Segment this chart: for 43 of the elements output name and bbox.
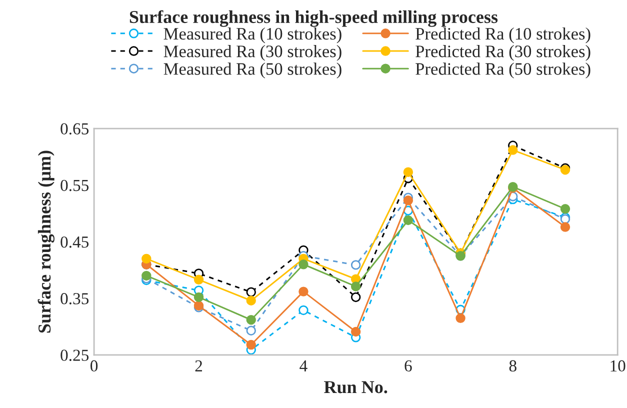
point bbox=[142, 254, 152, 264]
y-tick-label: 0.25 bbox=[60, 350, 89, 361]
point bbox=[246, 326, 256, 336]
point bbox=[508, 145, 518, 155]
point bbox=[246, 315, 256, 325]
point bbox=[298, 305, 308, 316]
legend-label: Measured Ra (10 strokes) bbox=[164, 27, 342, 44]
point bbox=[456, 313, 466, 324]
legend-label: Measured Ra (50 strokes) bbox=[164, 62, 342, 78]
chart-title: Surface roughness in high-speed milling process bbox=[130, 10, 498, 27]
y-tick-label: 0.35 bbox=[60, 293, 89, 304]
y-tick-label: 0.65 bbox=[60, 123, 89, 135]
point bbox=[194, 274, 204, 285]
legend-label: Measured Ra (30 strokes) bbox=[164, 45, 342, 61]
point bbox=[194, 292, 204, 302]
point bbox=[350, 260, 361, 270]
point bbox=[298, 260, 308, 270]
point bbox=[246, 296, 256, 306]
y-tick-label: 0.45 bbox=[60, 236, 89, 248]
point bbox=[246, 287, 256, 297]
point bbox=[350, 326, 361, 337]
x-tick-label: 4 bbox=[300, 360, 308, 372]
y-tick-label: 0.55 bbox=[60, 180, 89, 192]
x-tick-label: 10 bbox=[610, 360, 626, 372]
point bbox=[142, 270, 152, 281]
y-axis-title: Surface roughness (µm) bbox=[38, 150, 54, 333]
point bbox=[403, 196, 414, 206]
x-tick-label: 6 bbox=[404, 360, 412, 372]
point bbox=[403, 215, 414, 226]
point bbox=[560, 204, 570, 214]
legend-label: Predicted Ra (30 strokes) bbox=[416, 45, 590, 61]
legend-label: Predicted Ra (50 strokes) bbox=[416, 62, 590, 78]
point bbox=[298, 286, 308, 296]
x-axis-title: Run No. bbox=[324, 381, 388, 394]
x-tick-label: 0 bbox=[90, 360, 98, 372]
legend-label: Predicted Ra (10 strokes) bbox=[416, 27, 590, 44]
point bbox=[403, 167, 414, 177]
point bbox=[350, 282, 361, 292]
x-tick-label: 2 bbox=[195, 360, 202, 372]
point bbox=[246, 340, 256, 350]
point bbox=[350, 292, 361, 302]
point bbox=[560, 222, 570, 232]
x-tick-label: 8 bbox=[509, 360, 516, 372]
